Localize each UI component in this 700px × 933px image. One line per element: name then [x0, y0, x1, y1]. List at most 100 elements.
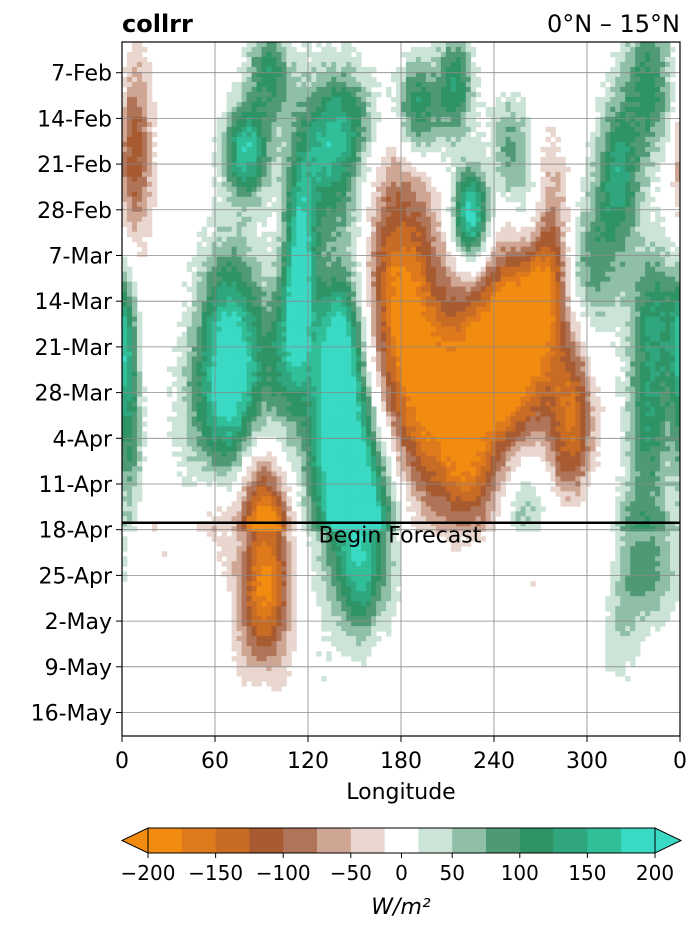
- heat-cell: [660, 276, 666, 283]
- heat-cell: [336, 91, 342, 98]
- heat-cell: [540, 236, 546, 243]
- heat-cell: [455, 306, 462, 313]
- heat-cell: [141, 226, 148, 233]
- heat-cell: [281, 136, 287, 143]
- heat-cell: [415, 261, 422, 268]
- heat-cell: [485, 176, 492, 183]
- heat-cell: [256, 81, 262, 88]
- heat-cell: [450, 66, 457, 73]
- heat-cell: [515, 241, 521, 248]
- heat-cell: [620, 246, 626, 253]
- heat-cell: [480, 281, 487, 288]
- heat-cell: [560, 256, 566, 263]
- heat-cell: [216, 331, 223, 337]
- heat-cell: [271, 261, 277, 268]
- heat-cell: [122, 201, 128, 208]
- heat-cell: [206, 306, 213, 313]
- heat-cell: [420, 186, 427, 193]
- heat-cell: [540, 286, 546, 293]
- heat-cell: [336, 216, 342, 223]
- heat-cell: [366, 266, 372, 273]
- heat-cell: [610, 236, 616, 243]
- heat-cell: [430, 46, 437, 53]
- heat-cell: [361, 116, 367, 123]
- heat-cell: [136, 76, 143, 83]
- heat-cell: [146, 91, 153, 98]
- heat-cell: [261, 261, 267, 268]
- heat-cell: [286, 281, 292, 288]
- heat-cell: [430, 51, 437, 58]
- heat-cell: [470, 91, 477, 98]
- heat-cell: [545, 126, 551, 133]
- heat-cell: [635, 61, 641, 68]
- heat-cell: [296, 96, 302, 103]
- heat-cell: [410, 216, 417, 223]
- heat-cell: [366, 116, 372, 123]
- heat-cell: [341, 96, 347, 103]
- heat-cell: [425, 276, 432, 283]
- heat-cell: [231, 166, 237, 173]
- heat-cell: [286, 311, 292, 317]
- heat-cell: [555, 226, 561, 233]
- heat-cell: [415, 186, 422, 193]
- heat-cell: [396, 201, 402, 208]
- heat-cell: [311, 286, 317, 293]
- heat-cell: [391, 251, 397, 258]
- heat-cell: [281, 331, 287, 337]
- heat-cell: [505, 281, 512, 288]
- heat-cell: [396, 301, 402, 308]
- heat-cell: [515, 146, 521, 153]
- heat-cell: [490, 116, 497, 123]
- heat-cell: [301, 86, 307, 93]
- heat-cell: [396, 306, 402, 313]
- heat-cell: [545, 211, 551, 218]
- heat-cell: [246, 166, 252, 173]
- heat-cell: [595, 201, 601, 208]
- heat-cell: [605, 301, 611, 308]
- heat-cell: [455, 42, 462, 48]
- heat-cell: [420, 106, 427, 113]
- heat-cell: [221, 181, 228, 188]
- heat-cell: [376, 181, 382, 188]
- heat-cell: [226, 281, 233, 288]
- heat-cell: [615, 86, 621, 93]
- heat-cell: [401, 71, 407, 78]
- heat-cell: [141, 246, 148, 253]
- heat-cell: [311, 316, 317, 322]
- heat-cell: [211, 211, 218, 218]
- heat-cell: [455, 321, 462, 327]
- heat-cell: [401, 201, 407, 208]
- heat-cell: [525, 296, 531, 303]
- heat-cell: [211, 281, 218, 288]
- heat-cell: [306, 171, 312, 178]
- heat-cell: [645, 281, 651, 288]
- heat-cell: [396, 111, 402, 118]
- heat-cell: [281, 86, 287, 93]
- heat-cell: [261, 131, 267, 138]
- heat-cell: [311, 281, 317, 288]
- heat-cell: [251, 161, 257, 168]
- heat-cell: [401, 111, 407, 118]
- heat-cell: [530, 296, 536, 303]
- heat-cell: [256, 56, 262, 63]
- heat-cell: [640, 161, 646, 168]
- heat-cell: [211, 301, 218, 308]
- heat-cell: [540, 211, 546, 218]
- heat-cell: [311, 311, 317, 317]
- heat-cell: [206, 276, 213, 283]
- heat-cell: [600, 186, 606, 193]
- heat-cell: [485, 321, 492, 327]
- heat-cell: [500, 101, 507, 108]
- heat-cell: [246, 326, 252, 332]
- heat-cell: [405, 176, 412, 183]
- heat-cell: [670, 311, 676, 317]
- heat-cell: [645, 211, 651, 218]
- heat-cell: [620, 216, 626, 223]
- heat-cell: [336, 76, 342, 83]
- heat-cell: [196, 326, 203, 332]
- heat-cell: [665, 116, 671, 123]
- heat-cell: [415, 236, 422, 243]
- heat-cell: [356, 51, 362, 58]
- heat-cell: [510, 311, 516, 317]
- heat-cell: [366, 131, 372, 138]
